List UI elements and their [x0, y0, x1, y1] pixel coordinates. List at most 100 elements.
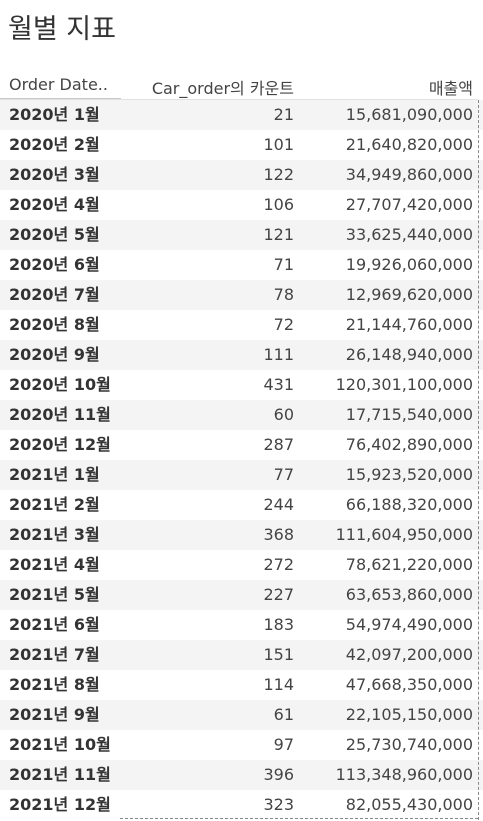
cell-car-order-count: 106	[263, 195, 294, 214]
monthly-metrics-table: Order Date.. Car_order의 카운트 매출액 2020년 1월…	[0, 72, 483, 820]
cell-order-date: 2020년 9월	[9, 345, 100, 364]
table-row[interactable]: 2021년 5월 227 63,653,860,000	[0, 580, 483, 610]
cell-car-order-count: 71	[273, 255, 294, 274]
table-row[interactable]: 2021년 10월 97 25,730,740,000	[0, 730, 483, 760]
cell-order-date: 2020년 4월	[9, 195, 100, 214]
cell-order-date: 2020년 1월	[9, 105, 100, 124]
cell-sales: 42,097,200,000	[345, 645, 473, 664]
cell-car-order-count: 60	[273, 405, 294, 424]
column-header-car-order-count[interactable]: Car_order의 카운트	[151, 79, 294, 98]
cell-car-order-count: 183	[263, 615, 294, 634]
column-header-divider	[0, 98, 121, 99]
cell-sales: 66,188,320,000	[345, 495, 473, 514]
cell-sales: 63,653,860,000	[345, 585, 473, 604]
cell-sales: 120,301,100,000	[335, 375, 473, 394]
cell-order-date: 2020년 2월	[9, 135, 100, 154]
cell-order-date: 2020년 7월	[9, 285, 100, 304]
cell-sales: 27,707,420,000	[345, 195, 473, 214]
table-row[interactable]: 2020년 11월 60 17,715,540,000	[0, 400, 483, 430]
table-row[interactable]: 2021년 8월 114 47,668,350,000	[0, 670, 483, 700]
table-header: Order Date.. Car_order의 카운트 매출액	[0, 72, 483, 100]
cell-car-order-count: 227	[263, 585, 294, 604]
table-row[interactable]: 2021년 6월 183 54,974,490,000	[0, 610, 483, 640]
cell-sales: 17,715,540,000	[345, 405, 473, 424]
cell-car-order-count: 114	[263, 675, 294, 694]
cell-car-order-count: 151	[263, 645, 294, 664]
cell-order-date: 2021년 5월	[9, 585, 100, 604]
cell-car-order-count: 287	[263, 435, 294, 454]
table-row[interactable]: 2020년 12월 287 76,402,890,000	[0, 430, 483, 460]
cell-order-date: 2021년 4월	[9, 555, 100, 574]
cell-sales: 34,949,860,000	[345, 165, 473, 184]
cell-sales: 15,681,090,000	[345, 105, 473, 124]
cell-car-order-count: 368	[263, 525, 294, 544]
cell-order-date: 2020년 10월	[9, 375, 111, 394]
cell-sales: 22,105,150,000	[345, 705, 473, 724]
table-row[interactable]: 2020년 7월 78 12,969,620,000	[0, 280, 483, 310]
table-row[interactable]: 2020년 5월 121 33,625,440,000	[0, 220, 483, 250]
cell-sales: 21,640,820,000	[345, 135, 473, 154]
table-row[interactable]: 2021년 3월 368 111,604,950,000	[0, 520, 483, 550]
cell-car-order-count: 101	[263, 135, 294, 154]
cell-car-order-count: 111	[263, 345, 294, 364]
table-body: 2020년 1월 21 15,681,090,000 2020년 2월 101 21,64…	[0, 100, 483, 820]
selection-edge-right	[478, 100, 479, 820]
table-row[interactable]: 2020년 4월 106 27,707,420,000	[0, 190, 483, 220]
cell-order-date: 2021년 3월	[9, 525, 100, 544]
cell-order-date: 2020년 12월	[9, 435, 111, 454]
cell-order-date: 2021년 1월	[9, 465, 100, 484]
cell-sales: 78,621,220,000	[345, 555, 473, 574]
header-rule	[0, 99, 478, 100]
column-header-order-date[interactable]: Order Date..	[9, 75, 108, 94]
cell-sales: 47,668,350,000	[345, 675, 473, 694]
cell-order-date: 2020년 11월	[9, 405, 111, 424]
cell-order-date: 2021년 2월	[9, 495, 100, 514]
cell-order-date: 2021년 8월	[9, 675, 100, 694]
cell-sales: 113,348,960,000	[335, 765, 473, 784]
cell-car-order-count: 396	[263, 765, 294, 784]
selection-edge-bottom	[120, 818, 478, 819]
cell-order-date: 2021년 11월	[9, 765, 111, 784]
table-row[interactable]: 2021년 4월 272 78,621,220,000	[0, 550, 483, 580]
cell-order-date: 2021년 7월	[9, 645, 100, 664]
table-row[interactable]: 2021년 1월 77 15,923,520,000	[0, 460, 483, 490]
cell-sales: 76,402,890,000	[345, 435, 473, 454]
table-row[interactable]: 2020년 8월 72 21,144,760,000	[0, 310, 483, 340]
cell-sales: 21,144,760,000	[345, 315, 473, 334]
table-row[interactable]: 2021년 12월 323 82,055,430,000	[0, 790, 483, 820]
cell-car-order-count: 323	[263, 795, 294, 814]
table-row[interactable]: 2020년 6월 71 19,926,060,000	[0, 250, 483, 280]
cell-sales: 19,926,060,000	[345, 255, 473, 274]
table-row[interactable]: 2020년 2월 101 21,640,820,000	[0, 130, 483, 160]
cell-car-order-count: 21	[273, 105, 294, 124]
cell-sales: 25,730,740,000	[345, 735, 473, 754]
table-row[interactable]: 2021년 9월 61 22,105,150,000	[0, 700, 483, 730]
cell-car-order-count: 244	[263, 495, 294, 514]
table-row[interactable]: 2020년 10월 431 120,301,100,000	[0, 370, 483, 400]
cell-car-order-count: 72	[273, 315, 294, 334]
table-row[interactable]: 2021년 11월 396 113,348,960,000	[0, 760, 483, 790]
cell-order-date: 2021년 12월	[9, 795, 111, 814]
cell-sales: 54,974,490,000	[345, 615, 473, 634]
cell-sales: 82,055,430,000	[345, 795, 473, 814]
cell-order-date: 2020년 8월	[9, 315, 100, 334]
cell-order-date: 2021년 6월	[9, 615, 100, 634]
cell-order-date: 2020년 3월	[9, 165, 100, 184]
column-header-sales[interactable]: 매출액	[428, 79, 473, 98]
cell-order-date: 2021년 10월	[9, 735, 111, 754]
table-row[interactable]: 2020년 1월 21 15,681,090,000	[0, 100, 483, 130]
cell-order-date: 2020년 5월	[9, 225, 100, 244]
table-row[interactable]: 2020년 9월 111 26,148,940,000	[0, 340, 483, 370]
cell-sales: 33,625,440,000	[345, 225, 473, 244]
cell-car-order-count: 78	[273, 285, 294, 304]
table-row[interactable]: 2021년 2월 244 66,188,320,000	[0, 490, 483, 520]
cell-car-order-count: 431	[263, 375, 294, 394]
cell-car-order-count: 272	[263, 555, 294, 574]
table-row[interactable]: 2021년 7월 151 42,097,200,000	[0, 640, 483, 670]
table-row[interactable]: 2020년 3월 122 34,949,860,000	[0, 160, 483, 190]
cell-sales: 111,604,950,000	[335, 525, 473, 544]
cell-car-order-count: 122	[263, 165, 294, 184]
cell-sales: 26,148,940,000	[345, 345, 473, 364]
cell-order-date: 2021년 9월	[9, 705, 100, 724]
cell-car-order-count: 97	[273, 735, 294, 754]
